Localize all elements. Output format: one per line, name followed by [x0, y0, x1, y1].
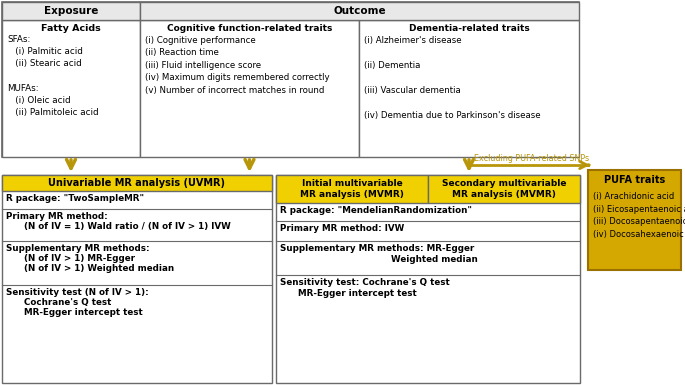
Text: Univariable MR analysis (UVMR): Univariable MR analysis (UVMR) — [49, 178, 225, 188]
Bar — [276, 175, 580, 383]
Text: Initial multivariable
MR analysis (MVMR): Initial multivariable MR analysis (MVMR) — [300, 179, 404, 199]
Text: Dementia-related traits: Dementia-related traits — [409, 24, 530, 33]
Bar — [2, 175, 272, 383]
Text: Sensitivity test (N of IV > 1):: Sensitivity test (N of IV > 1): — [6, 288, 149, 297]
Text: Fatty Acids: Fatty Acids — [41, 24, 101, 33]
Text: Primary MR method: IVW: Primary MR method: IVW — [280, 224, 404, 233]
Text: Primary MR method:: Primary MR method: — [6, 212, 108, 221]
Text: Weighted median: Weighted median — [280, 255, 477, 264]
Bar — [140, 20, 359, 157]
Text: Cochrane's Q test: Cochrane's Q test — [6, 298, 112, 307]
Text: Secondary multivariable
MR analysis (MVMR): Secondary multivariable MR analysis (MVM… — [442, 179, 566, 199]
Text: Outcome: Outcome — [333, 6, 386, 16]
Bar — [2, 175, 272, 191]
Text: (i) Cognitive performance
(ii) Reaction time
(iii) Fluid intelligence score
(iv): (i) Cognitive performance (ii) Reaction … — [145, 36, 329, 95]
Bar — [276, 175, 428, 203]
Bar — [588, 170, 681, 270]
Text: R package: "MendelianRandomization": R package: "MendelianRandomization" — [280, 206, 472, 215]
Bar — [2, 2, 140, 20]
Bar — [2, 2, 579, 157]
Text: Exposure: Exposure — [44, 6, 98, 16]
Text: (N of IV = 1) Wald ratio / (N of IV > 1) IVW: (N of IV = 1) Wald ratio / (N of IV > 1)… — [6, 222, 231, 231]
Text: MR-Egger intercept test: MR-Egger intercept test — [6, 308, 142, 317]
Text: Sensitivity test: Cochrane's Q test: Sensitivity test: Cochrane's Q test — [280, 278, 450, 287]
Text: MR-Egger intercept test: MR-Egger intercept test — [280, 289, 416, 298]
Text: Cognitive function-related traits: Cognitive function-related traits — [167, 24, 332, 33]
Bar — [2, 20, 140, 157]
Bar — [140, 2, 579, 20]
Text: R package: "TwoSampleMR": R package: "TwoSampleMR" — [6, 194, 144, 203]
Bar — [359, 20, 579, 157]
Text: (i) Alzheimer's disease

(ii) Dementia

(iii) Vascular dementia

(iv) Dementia d: (i) Alzheimer's disease (ii) Dementia (i… — [364, 36, 540, 120]
Text: (N of IV > 1) MR-Egger: (N of IV > 1) MR-Egger — [6, 254, 135, 263]
Bar — [428, 175, 580, 203]
Text: SFAs:
   (i) Palmitic acid
   (ii) Stearic acid

MUFAs:
   (i) Oleic acid
   (ii: SFAs: (i) Palmitic acid (ii) Stearic aci… — [7, 35, 99, 117]
Text: (i) Arachidonic acid
(ii) Eicosapentaenoic acid
(iii) Docosapentaenoic acid
(iv): (i) Arachidonic acid (ii) Eicosapentaeno… — [593, 192, 685, 238]
Text: Excluding PUFA-related SNPs: Excluding PUFA-related SNPs — [474, 154, 589, 163]
Text: Supplementary MR methods:: Supplementary MR methods: — [6, 244, 149, 253]
Text: (N of IV > 1) Weighted median: (N of IV > 1) Weighted median — [6, 264, 174, 273]
Text: PUFA traits: PUFA traits — [604, 175, 665, 185]
Text: Supplementary MR methods: MR-Egger: Supplementary MR methods: MR-Egger — [280, 244, 474, 253]
